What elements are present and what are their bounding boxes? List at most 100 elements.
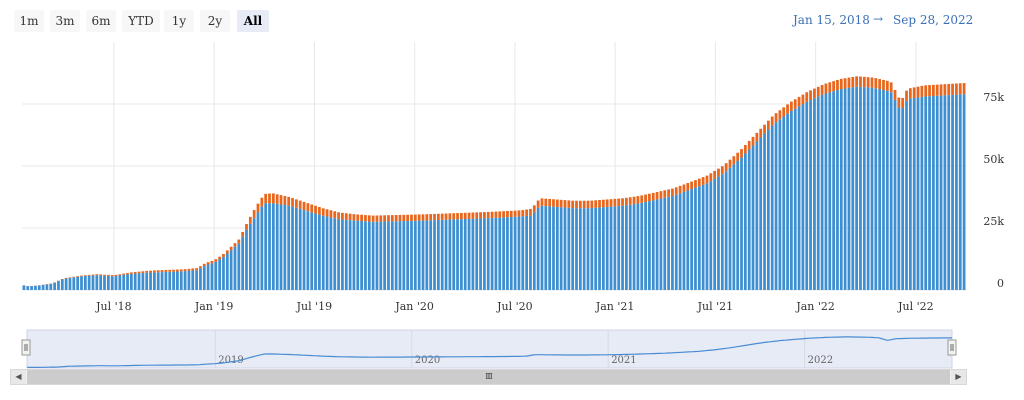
bar-blue[interactable] [95, 275, 99, 290]
bar-blue[interactable] [245, 229, 248, 290]
bar-blue[interactable] [728, 167, 732, 290]
bar-blue[interactable] [463, 218, 467, 290]
bar-blue[interactable] [318, 214, 321, 290]
bar-orange[interactable] [298, 200, 302, 209]
bar-orange[interactable] [141, 271, 145, 273]
bar-orange[interactable] [87, 274, 91, 276]
bar-orange[interactable] [202, 263, 206, 267]
bar-orange[interactable] [678, 185, 682, 194]
bar-blue[interactable] [106, 275, 110, 290]
scrollbar-left-arrow-icon[interactable]: ◀ [11, 370, 26, 384]
navigator-handle-right[interactable] [947, 339, 957, 356]
bar-blue[interactable] [375, 221, 379, 290]
bar-blue[interactable] [114, 276, 118, 290]
bar-blue[interactable] [636, 203, 640, 290]
bar-blue[interactable] [651, 200, 655, 290]
bar-blue[interactable] [379, 221, 383, 290]
bar-blue[interactable] [168, 271, 172, 290]
bar-orange[interactable] [402, 214, 406, 222]
bar-orange[interactable] [908, 88, 912, 99]
bar-blue[interactable] [805, 101, 809, 290]
bar-blue[interactable] [268, 203, 271, 290]
bar-blue[interactable] [387, 221, 390, 290]
bar-blue[interactable] [333, 218, 337, 290]
bar-blue[interactable] [928, 96, 931, 291]
bar-blue[interactable] [218, 259, 221, 290]
bar-orange[interactable] [932, 84, 935, 97]
bar-blue[interactable] [644, 202, 647, 290]
bar-orange[interactable] [747, 140, 751, 150]
bar-orange[interactable] [701, 177, 705, 185]
bar-orange[interactable] [770, 116, 774, 126]
bar-blue[interactable] [436, 219, 440, 290]
bar-orange[interactable] [625, 197, 628, 206]
range-button-1y[interactable]: 1y [164, 10, 194, 32]
bar-orange[interactable] [590, 200, 594, 209]
bar-orange[interactable] [740, 149, 743, 158]
bar-blue[interactable] [509, 217, 513, 290]
bar-orange[interactable] [766, 120, 770, 130]
bar-blue[interactable] [360, 220, 363, 290]
bar-blue[interactable] [164, 271, 168, 290]
bar-orange[interactable] [271, 193, 275, 204]
bar-orange[interactable] [337, 212, 340, 220]
bar-orange[interactable] [659, 191, 663, 199]
bar-blue[interactable] [766, 129, 770, 290]
bar-blue[interactable] [417, 220, 421, 290]
bar-orange[interactable] [448, 213, 452, 220]
range-button-2y[interactable]: 2y [200, 10, 230, 32]
bar-blue[interactable] [183, 271, 187, 290]
bar-blue[interactable] [176, 271, 179, 290]
bar-blue[interactable] [532, 212, 536, 290]
bar-blue[interactable] [778, 119, 782, 291]
bar-orange[interactable] [268, 193, 271, 204]
bar-blue[interactable] [344, 219, 348, 290]
bar-orange[interactable] [828, 82, 832, 93]
bar-orange[interactable] [567, 200, 571, 208]
bar-orange[interactable] [118, 274, 122, 276]
scrollbar-thumb[interactable]: III [27, 370, 950, 384]
bar-orange[interactable] [724, 163, 728, 172]
bar-blue[interactable] [621, 205, 624, 290]
bar-blue[interactable] [724, 171, 728, 290]
bar-blue[interactable] [352, 220, 356, 290]
bar-blue[interactable] [598, 207, 601, 290]
bar-orange[interactable] [275, 194, 279, 204]
bar-orange[interactable] [920, 85, 924, 97]
bar-orange[interactable] [413, 214, 417, 221]
bar-blue[interactable] [674, 194, 678, 290]
bar-orange[interactable] [793, 99, 797, 109]
bar-orange[interactable] [291, 198, 294, 207]
bar-blue[interactable] [790, 110, 793, 290]
bar-orange[interactable] [83, 275, 87, 276]
bar-orange[interactable] [129, 272, 133, 274]
bar-blue[interactable] [885, 90, 889, 290]
bar-blue[interactable] [517, 216, 521, 290]
bar-orange[interactable] [486, 211, 490, 219]
bar-orange[interactable] [218, 256, 221, 260]
bar-orange[interactable] [709, 173, 713, 182]
range-from-date[interactable]: Jan 15, 2018 [793, 13, 870, 27]
bar-blue[interactable] [321, 215, 325, 290]
bar-blue[interactable] [732, 164, 736, 290]
bar-blue[interactable] [743, 153, 747, 290]
bar-blue[interactable] [390, 221, 394, 290]
bar-orange[interactable] [64, 277, 68, 279]
scrollbar[interactable]: ◀ III ▶ [10, 369, 967, 385]
range-button-3m[interactable]: 3m [50, 10, 80, 32]
bar-blue[interactable] [843, 88, 847, 291]
bar-orange[interactable] [460, 212, 463, 220]
bar-blue[interactable] [951, 94, 954, 290]
bar-blue[interactable] [671, 196, 674, 290]
bar-blue[interactable] [260, 206, 264, 290]
bar-blue[interactable] [133, 273, 137, 290]
bar-orange[interactable] [636, 196, 640, 204]
bar-blue[interactable] [433, 220, 436, 290]
bar-blue[interactable] [210, 263, 214, 290]
bar-orange[interactable] [717, 168, 720, 177]
bar-orange[interactable] [943, 84, 947, 96]
bar-orange[interactable] [318, 207, 321, 215]
bar-orange[interactable] [456, 213, 459, 220]
bar-orange[interactable] [444, 213, 448, 220]
bar-blue[interactable] [605, 206, 609, 290]
